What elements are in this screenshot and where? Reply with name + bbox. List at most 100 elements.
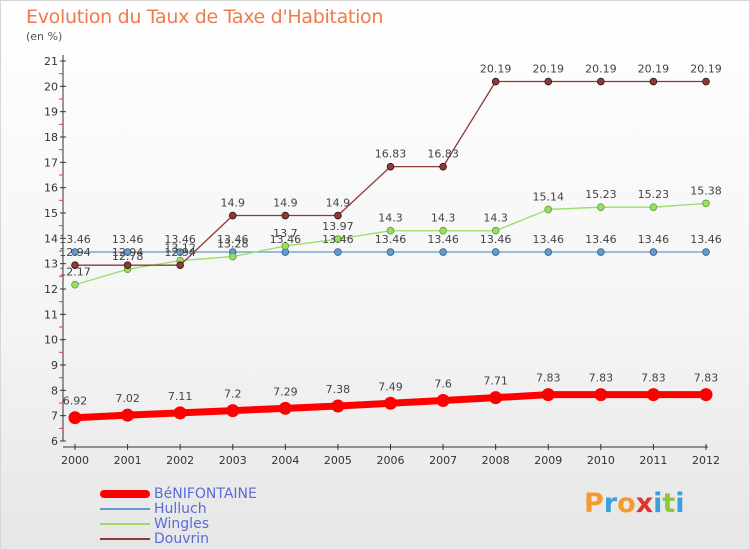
y-tick-label: 20 [44, 80, 58, 93]
logo-letter: i [675, 488, 685, 519]
data-label: 13.46 [59, 233, 91, 246]
data-point [123, 261, 132, 269]
data-label: 7.83 [536, 372, 561, 385]
data-point [491, 248, 500, 256]
y-tick-label: 13 [44, 258, 58, 271]
data-label: 20.19 [690, 63, 722, 76]
y-tick-label: 17 [44, 156, 58, 169]
chart-axes: 6 7 8 9 10 11 12 13 14 15 16 17 18 19 20 21 2000 2001 2002… [44, 55, 720, 467]
x-tick-label: 2003 [219, 454, 247, 467]
data-label: 13.46 [217, 233, 249, 246]
data-point [334, 211, 342, 220]
x-tick-label: 2002 [166, 454, 194, 467]
data-label: 13.46 [690, 233, 722, 246]
data-point [646, 388, 660, 402]
y-tick-label: 8 [51, 384, 58, 397]
legend-swatch [100, 508, 150, 510]
data-label: 13.46 [164, 233, 196, 246]
data-label: 15.23 [638, 188, 670, 201]
data-point [386, 248, 395, 256]
y-tick-label: 16 [44, 182, 58, 195]
data-label: 12.94 [112, 246, 144, 259]
data-point [281, 242, 290, 250]
data-point [71, 261, 79, 269]
data-point [278, 401, 292, 415]
y-tick-label: 11 [44, 308, 58, 321]
data-point [439, 226, 447, 235]
legend-label: Wingles [154, 516, 209, 532]
data-label: 13.46 [480, 233, 512, 246]
data-label: 14.9 [221, 197, 246, 210]
x-tick-label: 2008 [482, 454, 510, 467]
data-label: 7.83 [641, 372, 666, 385]
data-point [699, 388, 713, 402]
data-point [71, 248, 79, 256]
y-tick-label: 12 [44, 283, 58, 296]
chart-data-labels: 13.46 13.46 13.46 13.46 13.46 13.46 13.46 13.46… [59, 63, 722, 408]
logo-letter: t [662, 488, 676, 519]
y-tick-label: 14 [44, 232, 58, 245]
x-tick-label: 2001 [114, 454, 142, 467]
legend-item: BéNIFONTAINE [100, 487, 257, 501]
x-tick-label: 2005 [324, 454, 352, 467]
data-point [331, 399, 345, 413]
data-label: 20.19 [533, 63, 565, 76]
data-label: 7.2 [224, 388, 242, 401]
data-point [597, 248, 605, 256]
legend-item: Hulluch [100, 502, 207, 516]
data-point [649, 203, 658, 211]
data-point [544, 77, 553, 86]
x-tick-label: 2000 [61, 454, 89, 467]
logo-letter: o [617, 488, 636, 519]
data-label: 7.49 [378, 380, 403, 393]
chart-subtitle: (en %) [26, 30, 63, 43]
data-label: 14.3 [483, 212, 508, 225]
y-tick-label: 21 [44, 55, 58, 68]
data-label: 15.14 [533, 190, 565, 203]
data-label: 16.83 [427, 148, 459, 161]
data-point [386, 226, 395, 235]
data-point [702, 248, 710, 256]
chart-title: Evolution du Taux de Taxe d'Habitation [26, 6, 384, 28]
data-label: 6.92 [63, 395, 88, 408]
data-label: 7.71 [483, 375, 508, 388]
logo-letter: x [635, 488, 654, 519]
data-label: 7.83 [694, 372, 719, 385]
y-tick-label: 7 [51, 410, 58, 423]
data-label: 13.46 [533, 233, 565, 246]
data-point [649, 77, 658, 86]
x-tick-label: 2009 [534, 454, 562, 467]
data-point [68, 411, 82, 425]
data-point [334, 248, 342, 256]
data-point [702, 199, 710, 208]
y-tick-label: 10 [44, 334, 58, 347]
data-point [491, 77, 500, 86]
data-label: 13.46 [322, 233, 354, 246]
data-label: 20.19 [638, 63, 670, 76]
data-point [597, 77, 605, 86]
data-point [594, 388, 608, 402]
data-label: 13.46 [585, 233, 617, 246]
data-point [228, 211, 237, 220]
legend-swatch [100, 490, 150, 498]
logo-letter: r [603, 488, 618, 519]
legend-item: Douvrin [100, 532, 209, 546]
data-label: 13.7 [273, 227, 298, 240]
data-point [121, 408, 135, 422]
data-point [544, 205, 553, 214]
data-point [491, 226, 500, 235]
chart-series [68, 77, 713, 425]
data-point [123, 248, 132, 256]
data-point [702, 77, 710, 86]
data-label: 12.94 [164, 246, 196, 259]
y-tick-label: 6 [51, 435, 58, 448]
data-point [541, 388, 555, 402]
data-point [71, 280, 79, 289]
data-label: 7.6 [434, 377, 452, 390]
data-label: 7.11 [168, 390, 193, 403]
data-point [176, 248, 184, 256]
data-point [281, 211, 290, 220]
data-point [228, 252, 237, 261]
data-point [176, 261, 184, 269]
